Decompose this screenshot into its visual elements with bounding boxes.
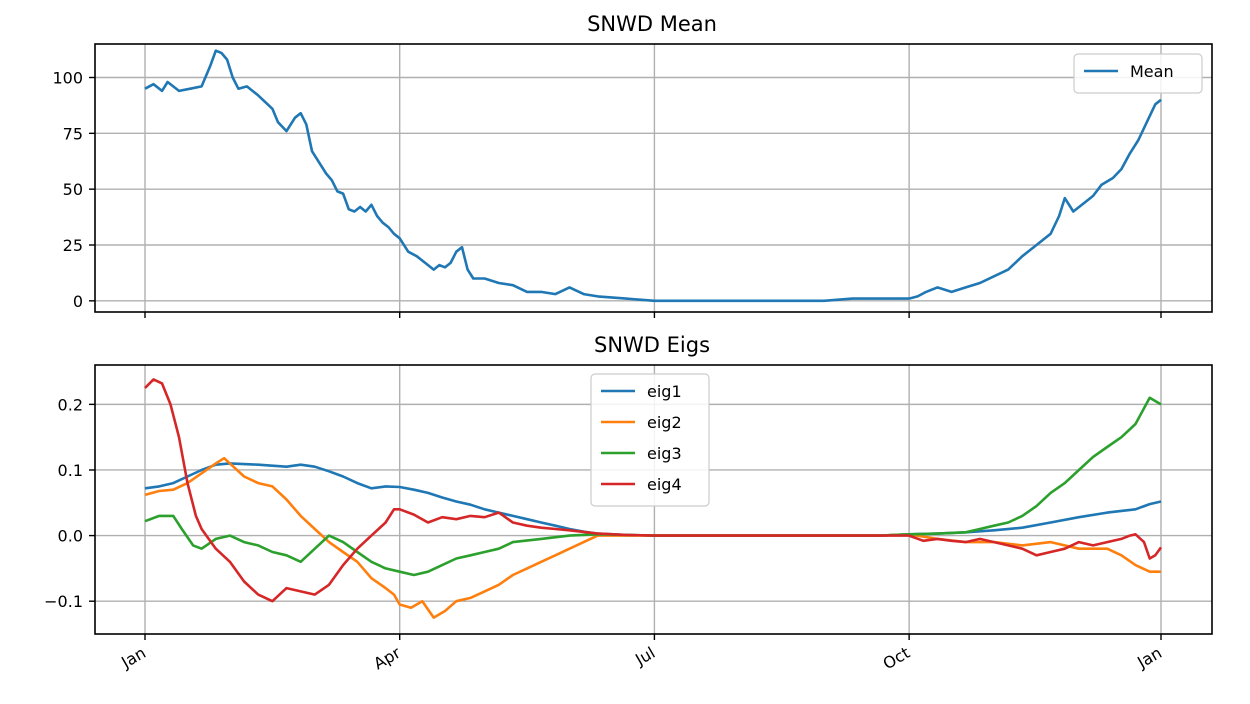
legend-label-Mean: Mean [1130, 62, 1174, 81]
eigs-chart-panel: SNWD Eigs −0.1 0.0 0.1 0.2 Jan Apr Jul Oct Jan ei… [44, 333, 1213, 674]
x-tick-label: Jul [631, 643, 658, 670]
x-tick-label: Jan [1133, 643, 1165, 672]
chart-title: SNWD Eigs [594, 333, 710, 357]
x-tick-label: Oct [880, 643, 913, 673]
plot-frame [94, 43, 1213, 313]
legend-label-eig2: eig2 [647, 413, 682, 432]
y-tick-label: −0.1 [44, 592, 83, 611]
x-tick-label: Apr [370, 643, 404, 674]
y-tick-label: 0 [73, 292, 83, 311]
y-tick-label: 0.2 [58, 395, 83, 414]
x-tick-label: Jan [117, 643, 149, 672]
series-line-eig3 [144, 396, 1162, 577]
legend-label-eig3: eig3 [647, 444, 682, 463]
y-tick-label: 0.0 [58, 527, 83, 546]
legend-label-eig1: eig1 [647, 382, 682, 401]
series-line-eig4 [144, 378, 1163, 603]
series-line-Mean [144, 49, 1162, 303]
y-tick-label: 100 [52, 69, 83, 88]
legend-box [1073, 53, 1203, 94]
legend-label-eig4: eig4 [647, 475, 682, 494]
y-tick-label: 0.1 [58, 461, 83, 480]
y-tick-label: 50 [63, 180, 83, 199]
chart-title: SNWD Mean [587, 12, 717, 36]
mean-chart-panel: SNWD Mean 0 25 50 75 100 Mean [52, 12, 1213, 318]
legend-box [590, 373, 710, 507]
y-tick-label: 75 [63, 124, 83, 143]
plot-frame [94, 364, 1213, 635]
y-tick-label: 25 [63, 236, 83, 255]
